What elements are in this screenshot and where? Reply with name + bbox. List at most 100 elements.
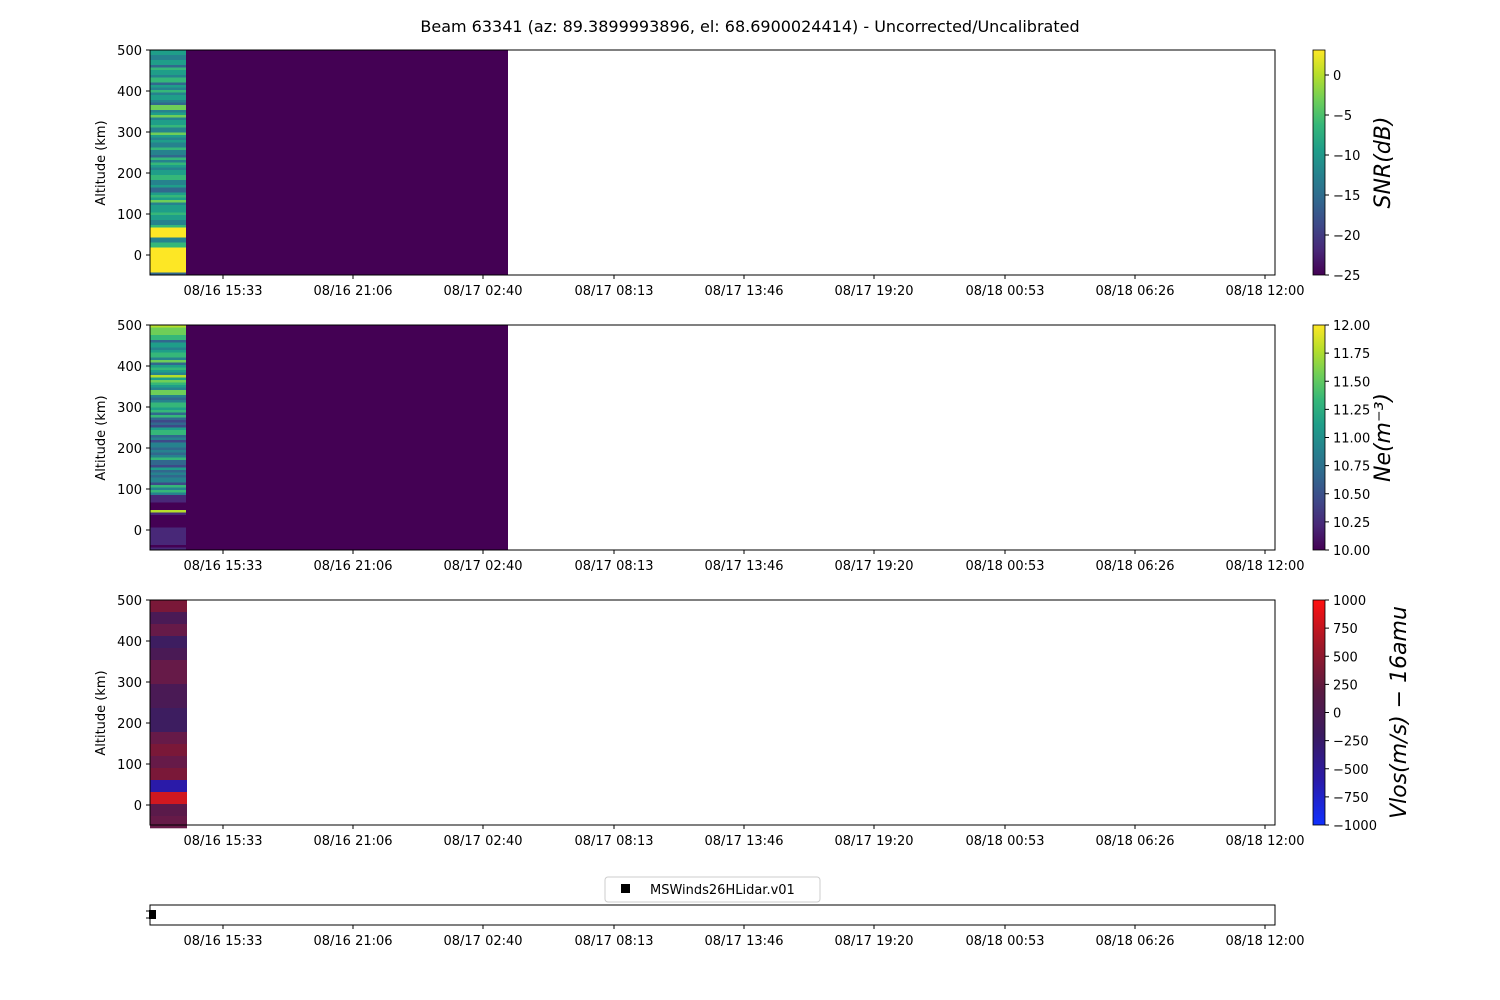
heatmap-cell: [150, 462, 186, 466]
y-tick-label-2: 400: [117, 635, 142, 650]
heatmap-cell: [150, 490, 186, 493]
heatmap-cell: [150, 732, 187, 745]
heatmap-cell: [150, 250, 186, 253]
heatmap-cell: [150, 480, 186, 483]
heatmap-cell: [150, 157, 186, 161]
heatmap-cell: [150, 335, 186, 338]
heatmap-cell: [150, 140, 186, 143]
heatmap-cell: [150, 696, 187, 709]
y-axis-label-1: Altitude (km): [94, 395, 109, 480]
heatmap-cell: [150, 115, 186, 118]
colorbar-1: [1312, 324, 1326, 551]
heatmap-cell: [150, 447, 186, 451]
heatmap-cell: [150, 400, 186, 403]
y-tick-label-0: 0: [134, 249, 142, 264]
heatmap-cell: [150, 347, 186, 351]
heatmap-cell: [150, 372, 186, 376]
colorbar-tick-label-0: −5: [1333, 109, 1352, 124]
heatmap-cell: [150, 235, 186, 238]
x-tick-label-2: 08/16 15:33: [183, 834, 262, 849]
y-tick-label-1: 400: [117, 360, 142, 375]
y-tick-label-2: 300: [117, 676, 142, 691]
heatmap-cell: [150, 442, 186, 446]
heatmap-cell: [150, 420, 186, 423]
heatmap-cell: [150, 410, 186, 413]
heatmap-cell: [150, 636, 187, 649]
heatmap-cell: [150, 227, 186, 231]
heatmap-cell: [150, 492, 186, 496]
heatmap-cell: [150, 816, 187, 829]
figure-title: Beam 63341 (az: 89.3899993896, el: 68.69…: [420, 17, 1080, 36]
heatmap-cell: [150, 430, 186, 433]
y-tick-label-0: 100: [117, 208, 142, 223]
x-tick-label-1: 08/17 19:20: [834, 559, 913, 574]
heatmap-cell: [150, 512, 186, 516]
heatmap-cell: [150, 92, 186, 96]
y-tick-label-1: 0: [134, 524, 142, 539]
heatmap-cell: [150, 520, 186, 523]
colorbar-0: [1312, 49, 1326, 276]
y-tick-label-1: 100: [117, 483, 142, 498]
y-tick-label-2: 200: [117, 717, 142, 732]
heatmap-cell: [150, 220, 186, 223]
x-tick-label-2: 08/17 02:40: [443, 834, 522, 849]
heatmap-cell: [150, 160, 186, 163]
x-tick-label-1: 08/17 02:40: [443, 559, 522, 574]
heatmap-cell: [150, 475, 186, 478]
heatmap-cell: [150, 270, 186, 273]
colorbar-tick-label-2: 1000: [1333, 594, 1366, 609]
heatmap-cell: [150, 127, 186, 131]
heatmap-cell: [150, 180, 186, 183]
heatmap-cell: [150, 237, 186, 241]
heatmap-cell: [150, 720, 187, 733]
heatmap-cell: [150, 422, 186, 426]
heatmap-cell: [150, 804, 187, 817]
x-tick-label-0: 08/16 21:06: [313, 284, 392, 299]
legend-marker: [621, 884, 630, 893]
legend: MSWinds26HLidar.v01: [604, 876, 821, 903]
heatmap-cell: [150, 340, 186, 343]
heatmap-cell: [150, 660, 187, 673]
heatmap-cell: [150, 624, 187, 637]
heatmap-cell: [150, 357, 186, 361]
heatmap-cell: [150, 107, 186, 111]
heatmap-cell: [150, 502, 186, 506]
heatmap-cell: [150, 507, 186, 511]
heatmap-cell: [150, 768, 187, 781]
x-tick-label-0: 08/17 13:46: [704, 284, 783, 299]
x-tick-label-1: 08/16 15:33: [183, 559, 262, 574]
heatmap-cell: [150, 527, 186, 531]
heatmap-cell: [150, 370, 186, 373]
heatmap-cell: [150, 167, 186, 171]
heatmap-cell: [150, 200, 186, 203]
heatmap-cell: [150, 497, 186, 501]
colorbar-tick-label-2: −750: [1333, 791, 1369, 806]
heatmap-cell: [150, 405, 186, 408]
heatmap-cell: [150, 332, 186, 336]
heatmap-cell: [150, 385, 186, 388]
heatmap-cell: [150, 192, 186, 196]
heatmap-cell: [150, 537, 186, 541]
y-tick-label-2: 500: [117, 594, 142, 609]
heatmap-cell: [150, 152, 186, 156]
heatmap-cell: [150, 122, 186, 126]
colorbar-2: [1312, 599, 1326, 826]
x-tick-label-0: 08/17 08:13: [574, 284, 653, 299]
heatmap-cell: [150, 62, 186, 66]
heatmap-cell: [150, 197, 186, 201]
x-tick-label-2: 08/18 12:00: [1225, 834, 1304, 849]
heatmap-cell: [150, 257, 186, 261]
colorbar-tick-label-1: 11.75: [1333, 347, 1370, 362]
legend-label: MSWinds26HLidar.v01: [650, 883, 795, 898]
colorbar-tick-label-2: 0: [1333, 707, 1341, 722]
heatmap-cell: [150, 367, 186, 371]
heatmap-cell: [150, 450, 186, 453]
plot-frame: [149, 49, 1276, 276]
heatmap-cell: [150, 417, 186, 421]
heatmap-cell: [150, 70, 186, 73]
heatmap-cell: [150, 155, 186, 158]
heatmap-cell: [150, 182, 186, 186]
heatmap-cell: [150, 142, 186, 146]
x-tick-label-0: 08/16 15:33: [183, 284, 262, 299]
heatmap-cell: [150, 437, 186, 441]
